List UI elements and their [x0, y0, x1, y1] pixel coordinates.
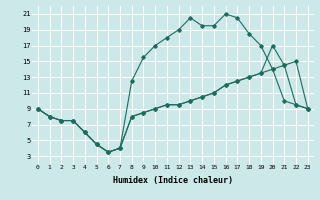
- X-axis label: Humidex (Indice chaleur): Humidex (Indice chaleur): [113, 176, 233, 185]
